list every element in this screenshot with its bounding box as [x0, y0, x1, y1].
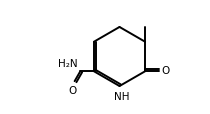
Text: H₂N: H₂N	[58, 59, 77, 69]
Text: NH: NH	[114, 91, 129, 101]
Text: O: O	[162, 66, 170, 76]
Text: O: O	[68, 85, 77, 95]
